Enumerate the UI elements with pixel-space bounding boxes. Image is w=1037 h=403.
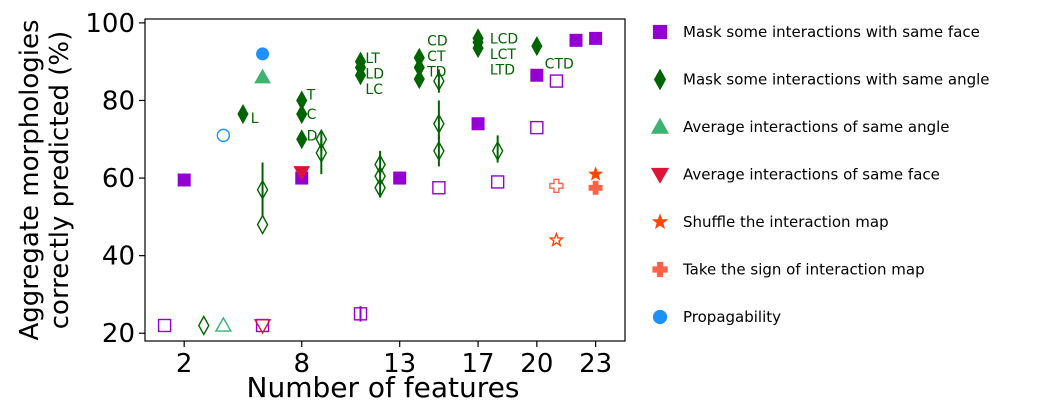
data-point-mask-face — [569, 33, 583, 47]
data-point-mask-angle — [197, 315, 210, 336]
point-annotation: CTD — [545, 57, 574, 73]
x-tick-label: 23 — [579, 349, 612, 379]
legend-label: Take the sign of interaction map — [682, 261, 925, 279]
point-annotation: LTD — [490, 62, 515, 78]
x-tick-label: 2 — [176, 349, 193, 379]
data-point-mask-angle — [296, 104, 308, 125]
data-point-mask-face — [530, 68, 544, 82]
data-point-mask-angle — [491, 140, 504, 162]
point-annotation: CT — [427, 49, 446, 65]
legend-label: Mask some interactions with same angle — [683, 71, 990, 89]
data-point-prop — [256, 47, 270, 61]
legend-label: Shuffle the interaction map — [683, 213, 889, 231]
y-axis-label-line-1: Aggregate morphologies — [15, 19, 45, 340]
legend-marker — [651, 213, 669, 229]
data-point-mask-face — [530, 120, 544, 135]
data-point-mask-angle — [433, 140, 445, 162]
data-point-mask-angle — [433, 113, 445, 135]
legend-entry: Average interactions of same angle — [650, 117, 950, 136]
legend-marker — [650, 167, 670, 184]
legend: Mask some interactions with same face Mas… — [650, 23, 990, 326]
data-point-shuffle — [548, 231, 565, 248]
legend-entry: Average interactions of same face — [650, 166, 940, 184]
y-tick-label: 60 — [102, 164, 135, 194]
data-point-mask-face — [589, 31, 603, 45]
data-point-avg-face — [293, 166, 311, 181]
legend-label: Average interactions of same face — [683, 166, 940, 184]
data-point-avg-angle — [214, 316, 233, 332]
x-tick-label: 20 — [520, 349, 553, 379]
data-point-mask-angle — [433, 70, 445, 92]
legend-entry: Shuffle the interaction map — [651, 213, 889, 231]
legend-marker — [650, 117, 670, 134]
data-point-shuffle — [588, 166, 604, 181]
legend-entry: Propagability — [652, 308, 781, 326]
point-annotation: LD — [365, 66, 384, 82]
legend-entry: Take the sign of interaction map — [652, 261, 925, 279]
data-point-mask-angle — [531, 36, 543, 57]
point-annotation: T — [306, 88, 316, 104]
legend-label: Average interactions of same angle — [683, 118, 950, 136]
data-point-avg-angle — [254, 68, 271, 84]
data-point-mask-face — [157, 318, 172, 333]
y-axis-ticks: 20 40 60 80 100 — [85, 9, 145, 349]
data-point-mask-angle — [237, 104, 249, 125]
legend-label: Propagability — [683, 308, 781, 326]
x-axis-ticks: 2 8 13 17 20 23 — [176, 341, 612, 379]
legend-entry: Mask some interactions with same angle — [653, 68, 990, 91]
point-annotation: LT — [365, 51, 380, 67]
y-tick-label: 80 — [102, 86, 135, 116]
data-point-mask-angle — [256, 179, 269, 201]
data-point-sign — [549, 178, 564, 194]
data-point-mask-face — [177, 173, 191, 187]
legend-label: Mask some interactions with same face — [683, 23, 980, 41]
data-point-mask-face — [549, 74, 564, 88]
data-point-mask-angle — [256, 214, 269, 236]
point-annotation: D — [307, 128, 318, 144]
y-axis-label-line-2: correctly predicted (%) — [45, 31, 75, 330]
legend-entry: Mask some interactions with same face — [652, 23, 980, 41]
data-points — [157, 28, 604, 336]
data-point-mask-angle — [472, 38, 484, 59]
data-point-mask-angle — [354, 65, 367, 86]
data-point-mask-angle — [315, 142, 328, 164]
legend-marker — [652, 24, 668, 40]
data-point-mask-angle — [296, 129, 308, 150]
y-tick-label: 20 — [102, 319, 135, 349]
data-point-mask-face — [353, 307, 368, 321]
x-tick-label: 13 — [383, 349, 416, 379]
x-axis-label: Number of features — [247, 371, 520, 403]
data-point-mask-face — [432, 181, 446, 195]
plot-frame — [144, 18, 626, 342]
y-tick-label: 40 — [102, 242, 135, 272]
data-point-mask-angle — [374, 177, 386, 199]
y-tick-label: 100 — [85, 9, 135, 39]
data-point-prop — [216, 128, 231, 143]
data-point-mask-face — [471, 117, 485, 131]
point-annotation: TD — [426, 64, 446, 80]
legend-marker — [652, 261, 668, 278]
x-tick-label: 8 — [293, 349, 310, 379]
point-annotation: LCT — [490, 47, 517, 63]
data-point-mask-angle — [374, 154, 386, 175]
point-annotation: LC — [365, 82, 383, 98]
point-annotation: L — [251, 111, 259, 127]
data-point-mask-face — [393, 171, 407, 185]
point-annotation: CD — [427, 33, 448, 49]
data-point-avg-face — [253, 319, 272, 335]
x-tick-label: 17 — [462, 349, 495, 379]
data-point-mask-face — [490, 175, 505, 189]
data-point-sign — [588, 180, 603, 195]
legend-marker — [652, 309, 668, 325]
data-point-mask-angle — [315, 128, 328, 150]
data-point-mask-angle — [374, 165, 386, 187]
point-annotation: LCD — [490, 31, 518, 47]
point-annotation: C — [307, 107, 317, 123]
legend-marker — [653, 68, 667, 91]
data-point-mask-angle — [413, 69, 425, 90]
